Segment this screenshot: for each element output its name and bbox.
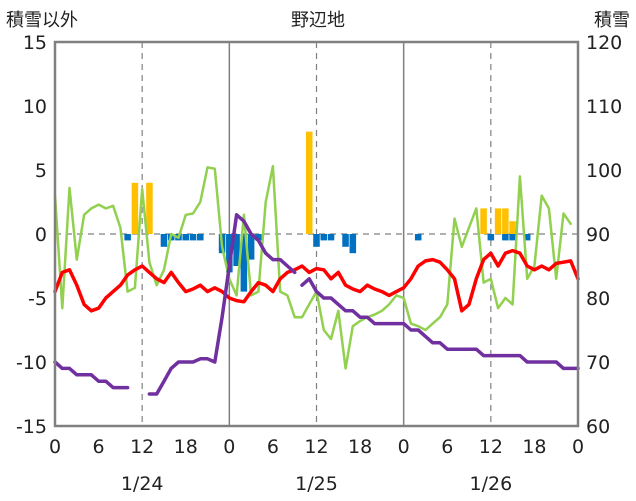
x-tick-label: 6 bbox=[441, 436, 453, 458]
snow_decrease-bar bbox=[523, 234, 531, 241]
snow_decrease-bar bbox=[189, 234, 197, 241]
right-tick-label: 60 bbox=[586, 416, 610, 438]
x-tick-label: 18 bbox=[522, 436, 546, 458]
left-axis-ticks: 15 10 5 0 -5 -10 -15 bbox=[16, 32, 47, 438]
right-tick-label: 80 bbox=[586, 288, 610, 310]
left-axis-label: 積雪以外 bbox=[6, 10, 78, 31]
right-tick-label: 110 bbox=[586, 96, 622, 118]
snow_decrease-bar bbox=[313, 234, 320, 247]
date-label: 1/24 bbox=[121, 473, 164, 495]
snowfall-bar bbox=[305, 131, 313, 234]
x-tick-label: 18 bbox=[348, 436, 372, 458]
x-tick-label: 6 bbox=[93, 436, 105, 458]
snow_decrease-bar bbox=[240, 234, 248, 292]
left-tick-label: 0 bbox=[35, 224, 47, 246]
bar-series bbox=[124, 131, 531, 292]
snow_decrease-bar bbox=[124, 234, 131, 241]
x-tick-label: 0 bbox=[572, 436, 584, 458]
snow_decrease-bar bbox=[247, 234, 255, 260]
wind-line bbox=[53, 164, 572, 370]
snow_decrease-bar bbox=[160, 234, 168, 247]
snow_decrease-bar bbox=[327, 234, 335, 241]
plot-frame bbox=[53, 40, 580, 428]
snow_decrease-bar bbox=[182, 234, 190, 241]
x-tick-label: 12 bbox=[479, 436, 503, 458]
snowfall-bar bbox=[480, 208, 487, 234]
snowfall-bar bbox=[146, 182, 153, 234]
snow_decrease-bar bbox=[349, 234, 357, 254]
snow_decrease-bar bbox=[197, 234, 204, 241]
x-tick-label: 0 bbox=[398, 436, 410, 458]
snow_decrease-bar bbox=[233, 234, 240, 266]
left-tick-label: -10 bbox=[16, 352, 47, 374]
snowfall-bar bbox=[509, 221, 516, 234]
left-tick-label: 10 bbox=[23, 96, 47, 118]
right-tick-label: 70 bbox=[586, 352, 610, 374]
left-tick-label: -15 bbox=[16, 416, 47, 438]
line-series bbox=[53, 164, 580, 396]
snow_decrease-bar bbox=[509, 234, 516, 241]
x-tick-label: 12 bbox=[130, 436, 154, 458]
temperature-line bbox=[53, 248, 580, 313]
snowfall-bar bbox=[494, 208, 502, 234]
right-tick-label: 90 bbox=[586, 224, 610, 246]
snow_decrease-bar bbox=[414, 234, 422, 241]
date-labels: 1/24 1/25 1/26 bbox=[121, 473, 512, 495]
snow_decrease-bar bbox=[226, 234, 233, 273]
snow_decrease-bar bbox=[487, 234, 495, 241]
x-tick-label: 0 bbox=[223, 436, 235, 458]
chart-title: 野辺地 bbox=[291, 10, 345, 31]
x-tick-label: 18 bbox=[174, 436, 198, 458]
right-tick-label: 120 bbox=[586, 32, 622, 54]
right-axis-ticks: 120 110 100 90 80 70 60 bbox=[586, 32, 622, 438]
x-tick-label: 0 bbox=[49, 436, 61, 458]
date-label: 1/26 bbox=[469, 473, 512, 495]
chart-header: 積雪以外 野辺地 積雪 bbox=[6, 10, 630, 31]
snow_decrease-bar bbox=[502, 234, 509, 241]
x-tick-label: 12 bbox=[304, 436, 328, 458]
date-label: 1/25 bbox=[295, 473, 338, 495]
x-tick-label: 6 bbox=[267, 436, 279, 458]
right-tick-label: 100 bbox=[586, 160, 622, 182]
snowfall-bar bbox=[502, 208, 509, 234]
snow_depth-line bbox=[300, 277, 580, 371]
right-axis-label: 積雪 bbox=[594, 10, 630, 31]
snow_decrease-bar bbox=[255, 234, 262, 241]
left-tick-label: 5 bbox=[35, 160, 47, 182]
snowfall-bar bbox=[131, 182, 139, 234]
left-tick-label: 15 bbox=[23, 32, 47, 54]
snow_decrease-bar bbox=[320, 234, 328, 241]
snow_depth-line bbox=[53, 360, 130, 390]
x-axis-ticks: 0 6 12 18 0 6 12 18 0 6 12 18 0 bbox=[49, 436, 584, 458]
snow_depth-line bbox=[147, 213, 297, 396]
snow_decrease-bar bbox=[342, 234, 349, 247]
left-tick-label: -5 bbox=[28, 288, 47, 310]
